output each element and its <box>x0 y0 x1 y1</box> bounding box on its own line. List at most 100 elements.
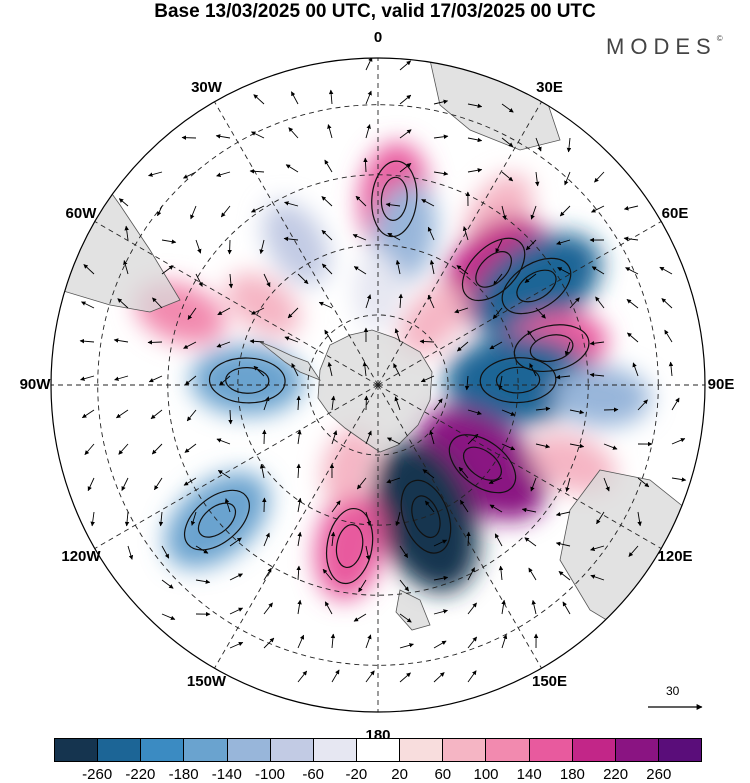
wind-vector <box>114 375 129 381</box>
wind-vector <box>399 545 409 559</box>
wind-vector <box>330 633 336 649</box>
wind-vector <box>625 267 639 275</box>
wind-vector <box>467 409 482 416</box>
wind-vector <box>123 260 129 275</box>
wind-vector <box>531 599 537 615</box>
wind-vector <box>229 641 244 649</box>
streamline-loop <box>325 507 374 585</box>
latitude-circle <box>237 244 519 526</box>
colorbar-swatch <box>400 739 444 761</box>
wind-vector <box>555 374 571 380</box>
wind-vector <box>284 201 299 207</box>
anomaly-cell <box>322 425 376 503</box>
wind-vector <box>297 497 302 513</box>
streamline-loop <box>335 524 364 569</box>
wind-vector <box>183 341 197 349</box>
wind-vector <box>195 239 202 254</box>
wind-vector <box>454 307 469 314</box>
wind-vector <box>297 599 302 615</box>
colorbar-tick-label: 260 <box>646 766 672 783</box>
wind-vector <box>362 361 368 377</box>
wind-vector <box>259 463 265 479</box>
wind-vector <box>466 531 471 547</box>
wind-vector <box>395 259 401 275</box>
colorbar-swatch <box>486 739 530 761</box>
wind-vector <box>220 205 231 218</box>
wind-vector <box>427 226 435 241</box>
wind-vector <box>433 134 449 139</box>
wind-vector <box>365 90 372 105</box>
wind-vector <box>664 329 673 343</box>
longitude-label: 0 <box>373 29 383 46</box>
wind-vector <box>321 196 333 207</box>
streamline-loop <box>529 334 574 362</box>
wind-vector <box>121 477 129 491</box>
wind-vector <box>87 477 95 492</box>
wind-vector <box>158 511 164 527</box>
wind-vector <box>263 602 273 615</box>
wind-vector <box>253 94 265 105</box>
wind-vector <box>421 199 435 207</box>
wind-vector <box>229 573 243 581</box>
wind-vector <box>263 637 275 649</box>
wind-vector <box>623 205 639 211</box>
wind-vector <box>419 339 435 344</box>
wind-vector <box>559 205 571 217</box>
wind-vector <box>661 298 673 309</box>
wind-vector <box>161 579 174 589</box>
wind-vector <box>495 239 503 253</box>
wind-vector <box>566 137 572 153</box>
latitude-circle <box>307 314 449 456</box>
wind-vector <box>297 531 302 547</box>
wind-vector <box>489 341 503 350</box>
longitude-label: 30E <box>536 78 563 96</box>
colorbar-tick-label: -60 <box>302 766 325 783</box>
wind-vector <box>433 398 443 411</box>
wind-vector <box>637 477 650 488</box>
wind-vector <box>429 430 435 445</box>
wind-vector <box>216 171 231 177</box>
wind-vector <box>501 205 507 221</box>
wind-vector <box>564 171 571 186</box>
colorbar-swatch <box>529 739 573 761</box>
wind-vector <box>467 168 483 173</box>
colorbar-swatch <box>313 739 357 761</box>
meridian-line <box>94 221 379 386</box>
wind-vector <box>488 477 503 484</box>
wind-vector <box>524 537 537 547</box>
wind-vector <box>127 545 134 560</box>
wind-vector <box>535 406 551 412</box>
colorbar-tick-label: -20 <box>345 766 368 783</box>
wind-vector <box>118 198 129 207</box>
wind-vector <box>489 504 503 513</box>
longitude-label: 30W <box>191 78 222 96</box>
wind-vector <box>394 396 401 411</box>
wind-vector <box>494 533 503 547</box>
wind-vector <box>263 532 270 547</box>
wind-vector <box>556 239 571 246</box>
wind-vector <box>555 511 571 517</box>
wind-vector <box>353 266 367 275</box>
wind-vector <box>324 601 333 615</box>
wind-vector <box>467 103 483 109</box>
wind-vector <box>492 307 503 320</box>
wind-vector <box>331 669 340 683</box>
wind-vector <box>290 91 299 105</box>
wind-vector <box>501 634 508 649</box>
wind-vector <box>433 575 449 581</box>
wind-vector <box>399 162 412 173</box>
wind-vector <box>501 409 516 416</box>
wind-vector <box>296 463 301 479</box>
wind-vector <box>224 498 231 513</box>
wind-vector <box>456 341 469 352</box>
wind-vector <box>464 375 470 391</box>
wind-vector <box>296 565 301 581</box>
wind-vector <box>501 443 516 451</box>
wind-vector <box>399 579 410 592</box>
wind-vector <box>216 438 231 445</box>
streamline-loop <box>380 176 408 222</box>
wind-vector <box>81 301 95 309</box>
wind-vector <box>524 273 537 283</box>
wind-vector <box>324 329 333 343</box>
wind-vector <box>283 236 299 242</box>
